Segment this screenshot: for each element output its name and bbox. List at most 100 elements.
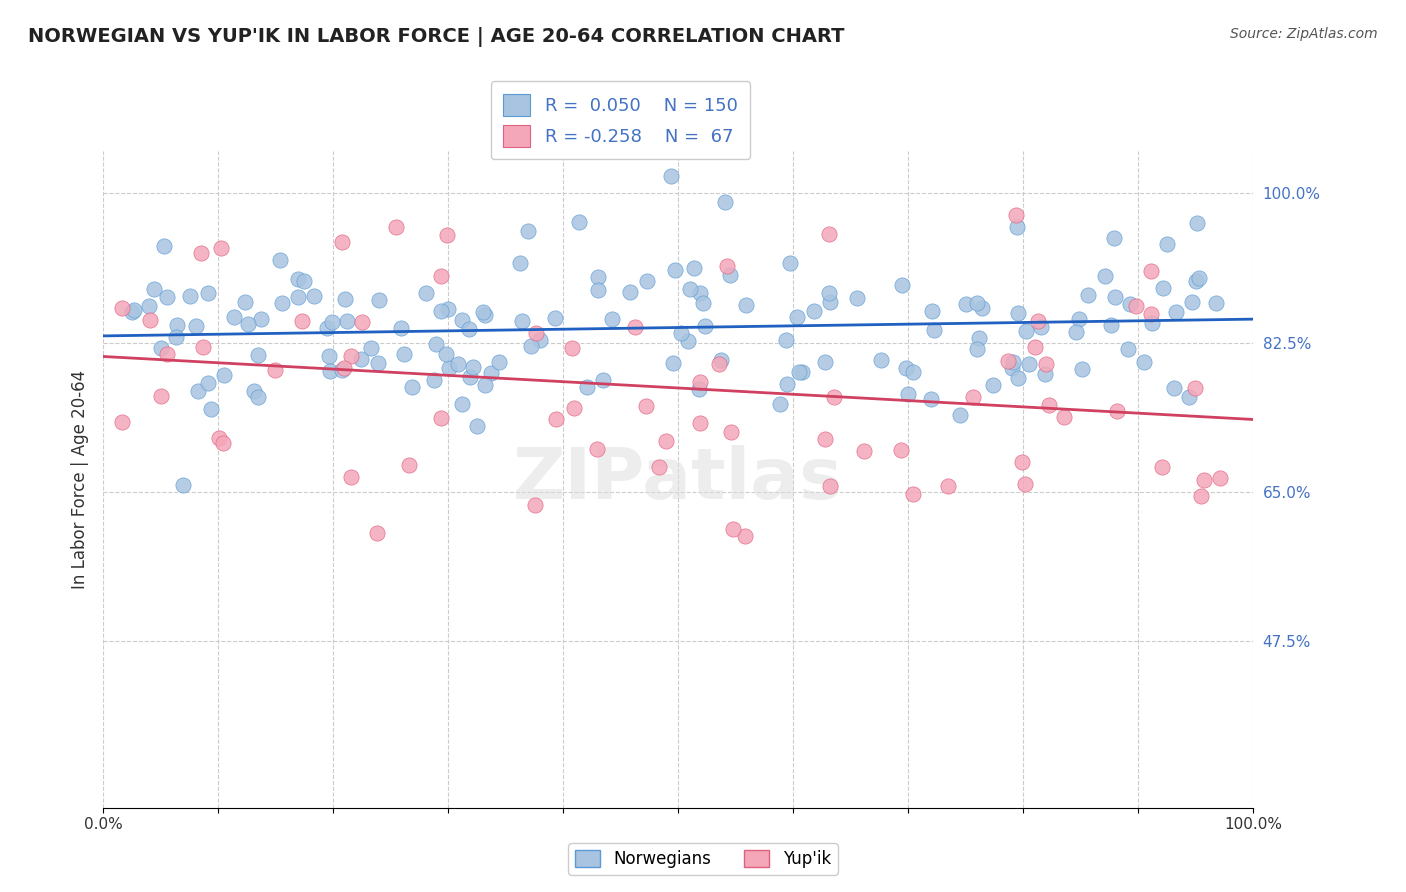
Point (1163, 381, 1185, 395)
Y-axis label: In Labor Force | Age 20-64: In Labor Force | Age 20-64 (72, 369, 89, 589)
Point (714, 194, 737, 209)
Point (1189, 489, 1212, 503)
Point (669, 326, 692, 340)
Point (921, 304, 943, 318)
Point (1002, 354, 1025, 368)
Point (200, 401, 222, 416)
Point (111, 301, 134, 315)
Point (1184, 381, 1206, 395)
Point (586, 442, 609, 456)
Point (451, 312, 474, 326)
Point (335, 292, 357, 306)
Point (1064, 326, 1087, 340)
Point (165, 330, 187, 344)
Text: ZIPatlas: ZIPatlas (513, 445, 844, 514)
Point (1071, 362, 1094, 376)
Point (775, 334, 797, 348)
Point (1152, 281, 1174, 295)
Point (1007, 219, 1029, 234)
Point (367, 293, 389, 307)
Point (458, 370, 481, 384)
Point (787, 365, 810, 379)
Point (592, 373, 614, 387)
Point (890, 442, 912, 457)
Point (339, 349, 361, 363)
Point (936, 479, 959, 493)
Point (529, 333, 551, 347)
Point (153, 239, 176, 253)
Point (734, 298, 756, 312)
Point (1094, 268, 1116, 283)
Point (150, 389, 173, 403)
Point (1099, 318, 1122, 332)
Point (287, 272, 309, 286)
Point (769, 397, 792, 411)
Point (568, 215, 591, 229)
Point (290, 314, 312, 328)
Point (367, 356, 389, 370)
Legend: Norwegians, Yup'ik: Norwegians, Yup'ik (568, 843, 838, 875)
Point (208, 431, 231, 445)
Point (451, 397, 474, 411)
Point (247, 348, 270, 362)
Point (949, 409, 972, 423)
Point (1132, 355, 1154, 369)
Point (1105, 404, 1128, 418)
Point (385, 220, 408, 235)
Point (318, 349, 340, 363)
Point (149, 341, 172, 355)
Point (366, 526, 388, 541)
Point (718, 268, 741, 282)
Point (1005, 208, 1028, 222)
Point (1192, 473, 1215, 487)
Point (197, 376, 219, 391)
Point (962, 390, 984, 404)
Point (1185, 216, 1208, 230)
Point (817, 227, 839, 241)
Point (823, 390, 845, 404)
Point (172, 478, 194, 492)
Point (524, 498, 547, 512)
Point (250, 312, 273, 326)
Point (870, 353, 893, 368)
Point (425, 337, 447, 351)
Point (156, 290, 179, 304)
Point (209, 241, 232, 255)
Point (398, 458, 420, 473)
Point (600, 312, 623, 326)
Point (1116, 343, 1139, 357)
Point (803, 303, 825, 318)
Point (720, 425, 742, 439)
Point (716, 259, 738, 273)
Point (1024, 340, 1046, 354)
Point (709, 358, 731, 372)
Point (211, 436, 233, 450)
Point (1185, 274, 1208, 288)
Point (897, 386, 920, 401)
Point (212, 368, 235, 382)
Point (138, 312, 160, 326)
Point (463, 360, 485, 375)
Point (689, 375, 711, 389)
Point (429, 269, 451, 284)
Point (121, 304, 143, 318)
Point (1077, 288, 1099, 302)
Point (430, 410, 453, 425)
Point (243, 384, 266, 399)
Point (143, 282, 166, 296)
Point (270, 296, 292, 310)
Point (1007, 371, 1029, 385)
Point (1026, 314, 1049, 328)
Point (734, 529, 756, 543)
Point (689, 416, 711, 430)
Point (586, 284, 609, 298)
Text: Source: ZipAtlas.com: Source: ZipAtlas.com (1230, 27, 1378, 41)
Point (122, 303, 145, 318)
Point (437, 361, 460, 376)
Point (623, 319, 645, 334)
Point (1014, 477, 1036, 491)
Point (330, 235, 353, 250)
Point (966, 296, 988, 310)
Point (335, 314, 357, 328)
Point (332, 363, 354, 377)
